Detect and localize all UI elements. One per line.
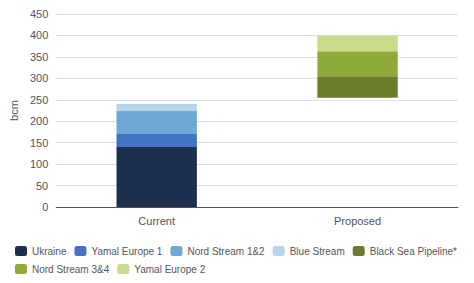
svg-text:400: 400 [30, 29, 48, 41]
svg-text:Nord Stream 3&4: Nord Stream 3&4 [32, 264, 110, 275]
svg-text:Blue Stream: Blue Stream [290, 246, 345, 257]
svg-text:250: 250 [30, 94, 48, 106]
svg-text:Yamal Europe 2: Yamal Europe 2 [134, 264, 205, 275]
svg-text:100: 100 [30, 158, 48, 170]
svg-text:200: 200 [30, 115, 48, 127]
svg-text:150: 150 [30, 137, 48, 149]
svg-text:Proposed: Proposed [334, 215, 381, 227]
svg-text:450: 450 [30, 8, 48, 20]
svg-text:300: 300 [30, 72, 48, 84]
svg-text:Current: Current [138, 215, 175, 227]
svg-text:bcm: bcm [8, 100, 20, 121]
svg-text:350: 350 [30, 51, 48, 63]
svg-text:0: 0 [42, 201, 48, 213]
svg-text:50: 50 [36, 180, 48, 192]
svg-text:Ukraine: Ukraine [32, 246, 67, 257]
svg-text:Nord Stream 1&2: Nord Stream 1&2 [187, 246, 265, 257]
svg-text:Yamal Europe 1: Yamal Europe 1 [91, 246, 162, 257]
svg-text:Black Sea Pipeline*: Black Sea Pipeline* [370, 246, 457, 257]
